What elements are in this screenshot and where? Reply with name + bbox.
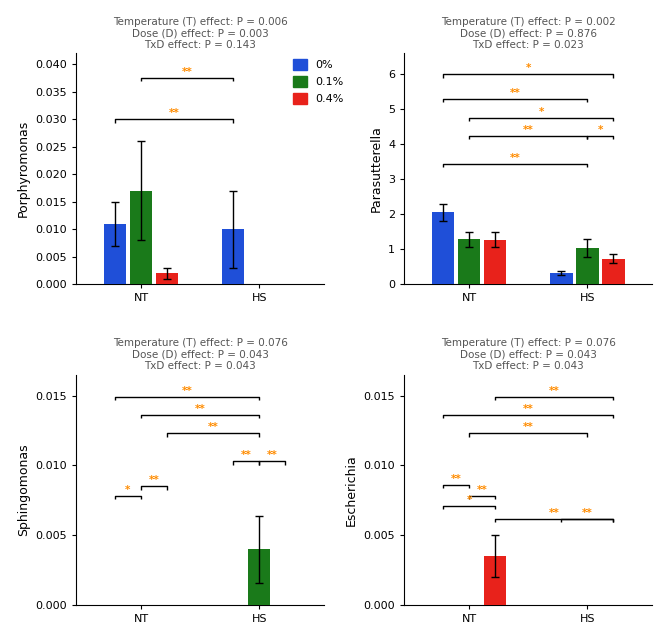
Y-axis label: Escherichia: Escherichia	[345, 454, 358, 526]
Text: **: **	[451, 474, 462, 484]
Text: *: *	[597, 124, 603, 135]
Text: **: **	[549, 508, 560, 518]
Title: Temperature (T) effect: P = 0.006
Dose (D) effect: P = 0.003
TxD effect: P = 0.1: Temperature (T) effect: P = 0.006 Dose (…	[112, 17, 288, 50]
Text: *: *	[526, 63, 531, 74]
Text: **: **	[182, 386, 193, 396]
Bar	[484, 556, 506, 605]
Text: **: **	[523, 422, 534, 433]
Bar	[458, 239, 480, 284]
Y-axis label: Porphyromonas: Porphyromonas	[17, 120, 29, 217]
Bar	[432, 212, 454, 284]
Y-axis label: Sphingomonas: Sphingomonas	[17, 444, 30, 537]
Text: **: **	[523, 124, 534, 135]
Text: **: **	[241, 451, 252, 460]
Text: **: **	[477, 485, 488, 495]
Text: **: **	[195, 404, 205, 414]
Bar	[222, 229, 244, 284]
Bar	[576, 248, 599, 284]
Text: **: **	[182, 67, 193, 77]
Bar	[130, 191, 153, 284]
Text: **: **	[207, 422, 219, 433]
Text: **: **	[169, 108, 179, 119]
Text: *: *	[466, 495, 472, 505]
Bar	[156, 273, 178, 284]
Bar	[248, 549, 270, 605]
Bar	[550, 273, 573, 284]
Text: **: **	[523, 404, 534, 414]
Text: *: *	[125, 485, 130, 495]
Bar	[104, 224, 126, 284]
Bar	[602, 258, 625, 284]
Bar	[484, 240, 506, 284]
Text: **: **	[510, 153, 520, 163]
Y-axis label: Parasutterella: Parasutterella	[369, 126, 383, 212]
Text: *: *	[539, 107, 544, 117]
Title: Temperature (T) effect: P = 0.076
Dose (D) effect: P = 0.043
TxD effect: P = 0.0: Temperature (T) effect: P = 0.076 Dose (…	[112, 338, 288, 371]
Text: **: **	[267, 451, 278, 460]
Legend: 0%, 0.1%, 0.4%: 0%, 0.1%, 0.4%	[289, 54, 349, 109]
Text: **: **	[510, 88, 520, 98]
Title: Temperature (T) effect: P = 0.076
Dose (D) effect: P = 0.043
TxD effect: P = 0.0: Temperature (T) effect: P = 0.076 Dose (…	[441, 338, 615, 371]
Title: Temperature (T) effect: P = 0.002
Dose (D) effect: P = 0.876
TxD effect: P = 0.0: Temperature (T) effect: P = 0.002 Dose (…	[441, 17, 615, 50]
Text: **: **	[582, 508, 593, 518]
Text: **: **	[149, 476, 159, 485]
Text: **: **	[549, 386, 560, 396]
